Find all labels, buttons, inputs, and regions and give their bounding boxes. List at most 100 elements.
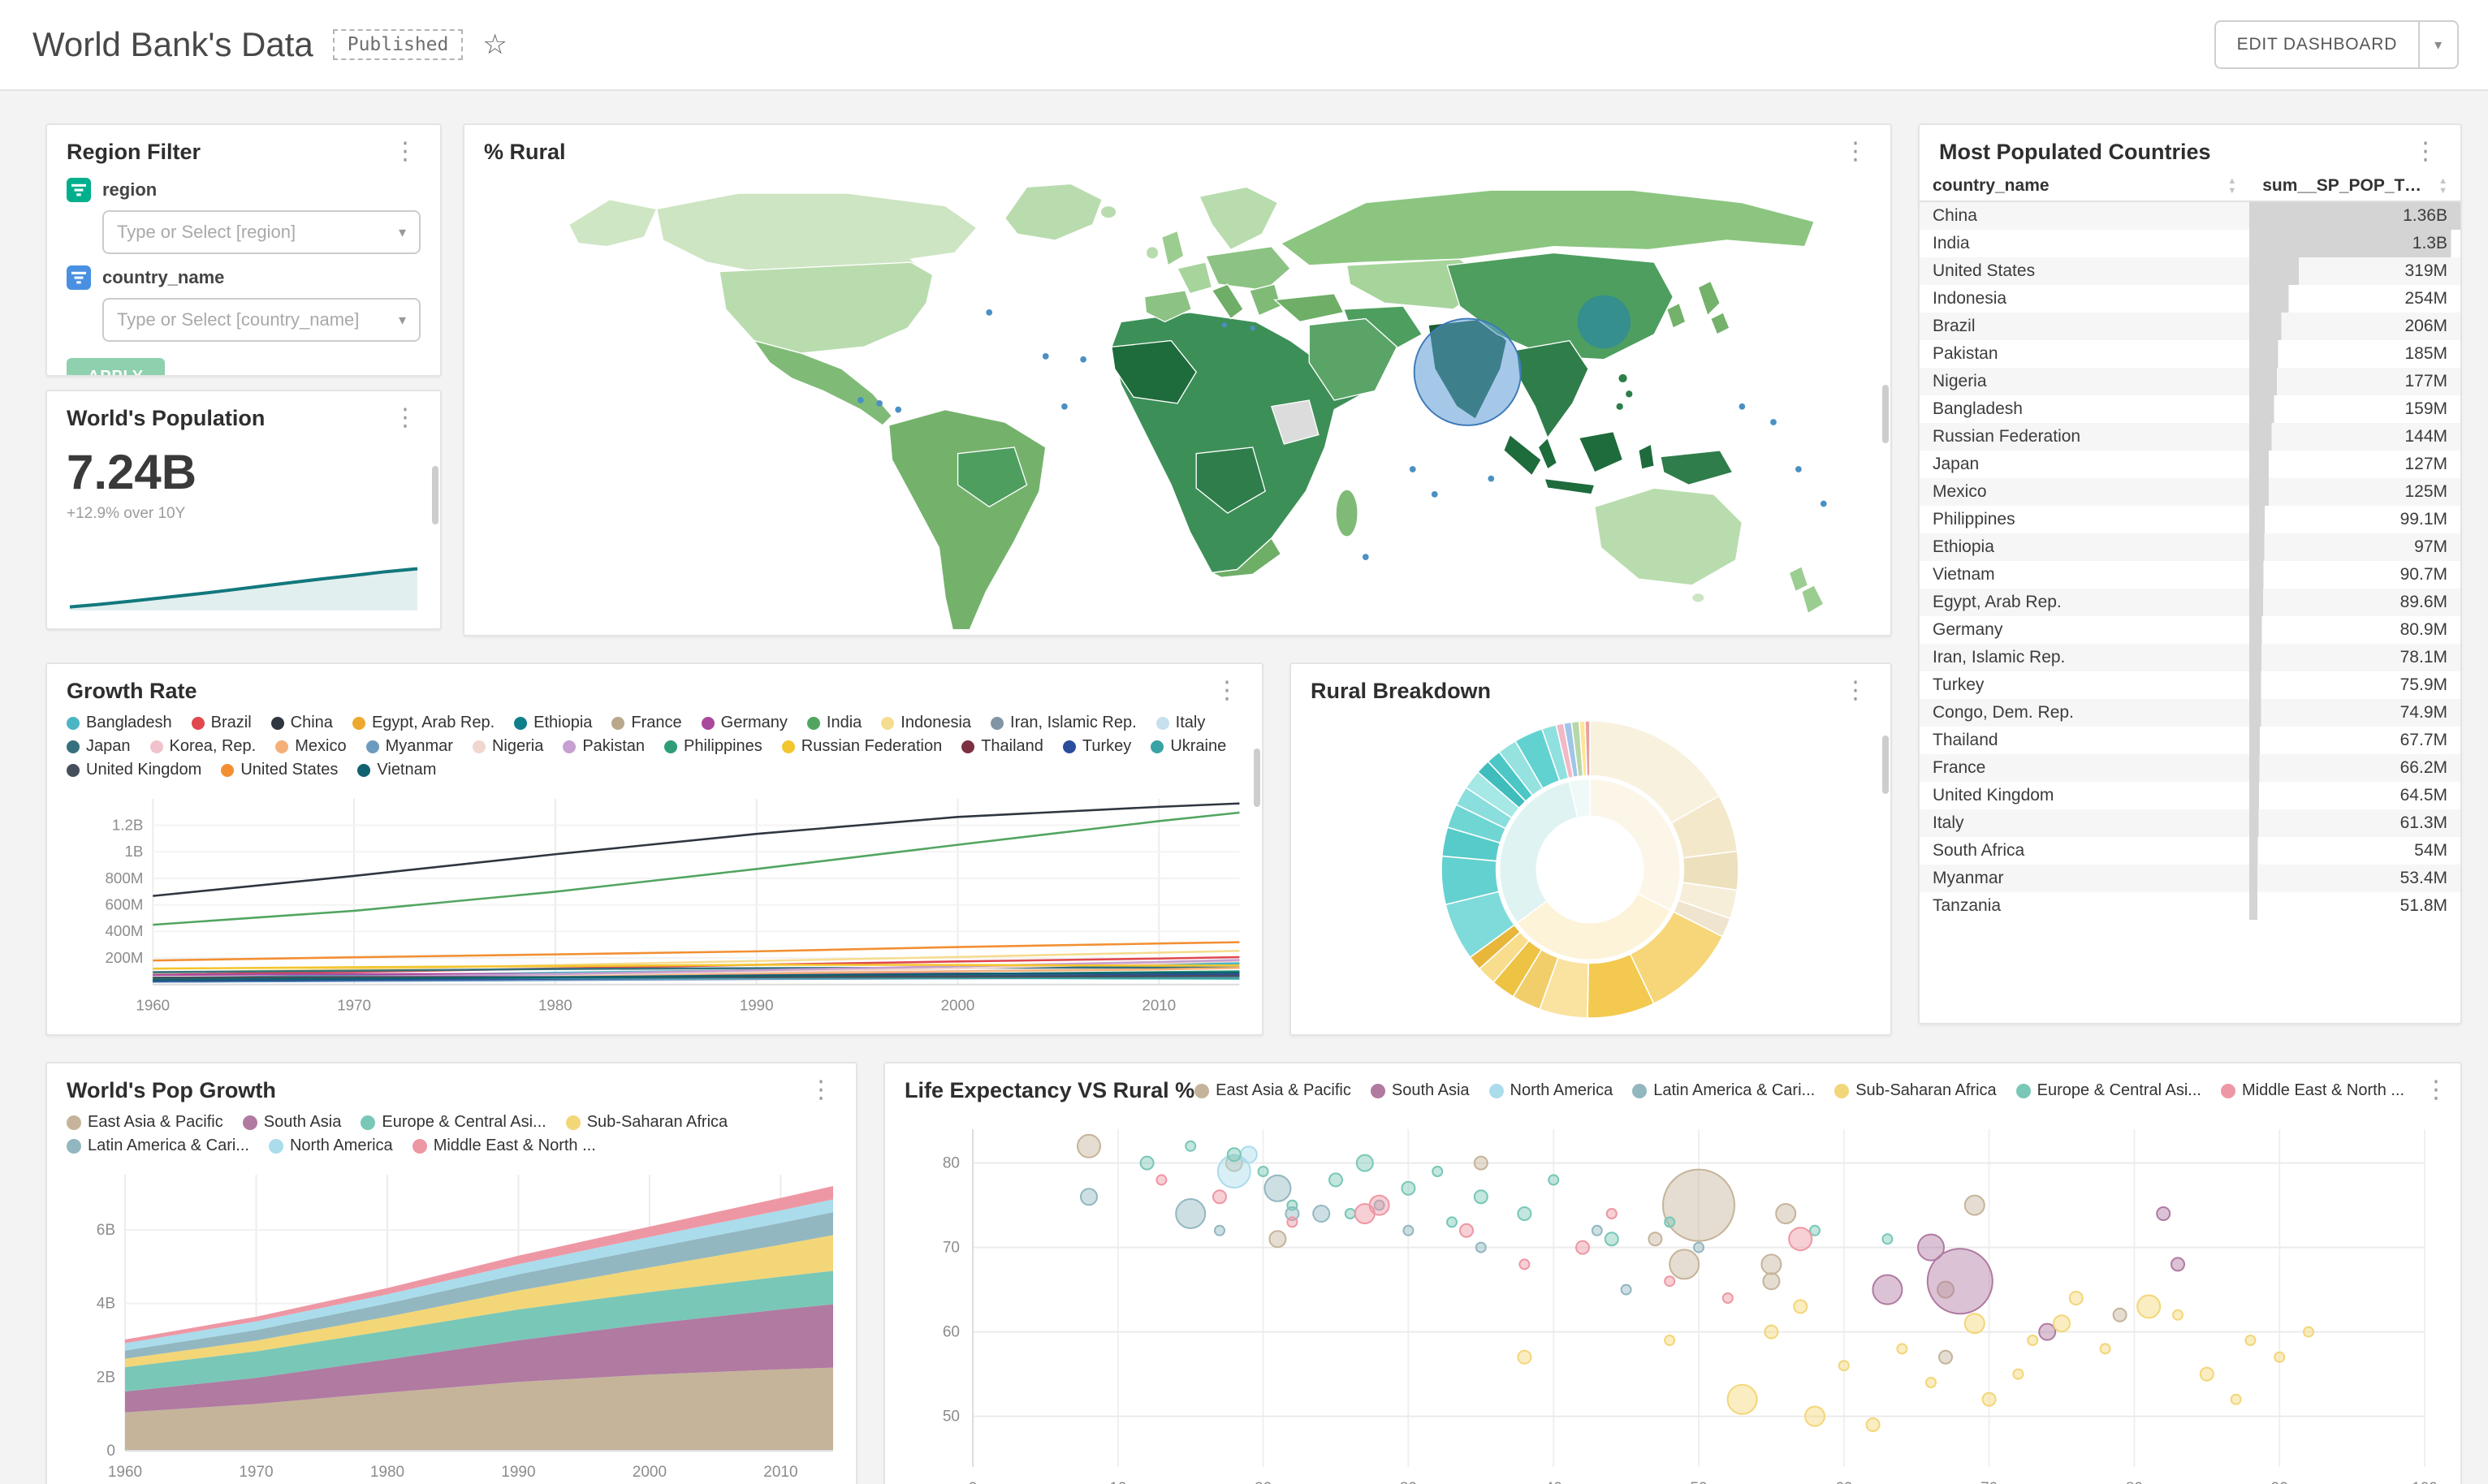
kebab-menu-icon[interactable]: ⋮ [1843, 677, 1868, 704]
legend-item[interactable]: China [270, 714, 333, 732]
kebab-menu-icon[interactable]: ⋮ [393, 138, 417, 165]
table-row[interactable]: Russian Federation 144M [1920, 423, 2460, 451]
favorite-star-icon[interactable]: ☆ [482, 29, 508, 60]
legend-item[interactable]: South Asia [242, 1113, 341, 1132]
scrollbar-thumb[interactable] [1254, 748, 1260, 807]
scrollbar-thumb[interactable] [1882, 736, 1889, 794]
continent-south-america[interactable] [888, 408, 1047, 629]
table-row[interactable]: Thailand 67.7M [1920, 727, 2460, 755]
table-row[interactable]: United Kingdom 64.5M [1920, 782, 2460, 810]
table-row[interactable]: Pakistan 185M [1920, 340, 2460, 369]
kebab-menu-icon[interactable]: ⋮ [393, 404, 417, 431]
legend-item[interactable]: South Asia [1370, 1081, 1470, 1100]
continent-north-america[interactable] [568, 183, 1104, 426]
kebab-menu-icon[interactable]: ⋮ [2424, 1076, 2449, 1103]
legend-item[interactable]: East Asia & Pacific [67, 1113, 223, 1132]
table-row[interactable]: Brazil 206M [1920, 313, 2460, 341]
table-row[interactable]: Iran, Islamic Rep. 78.1M [1920, 644, 2460, 672]
table-row[interactable]: Vietnam 90.7M [1920, 561, 2460, 589]
table-row[interactable]: Turkey 75.9M [1920, 671, 2460, 700]
legend-item[interactable]: Middle East & North ... [2220, 1081, 2404, 1100]
table-row[interactable]: Ethiopia 97M [1920, 533, 2460, 562]
legend-item[interactable]: Thailand [961, 737, 1043, 756]
legend-item[interactable]: Turkey [1062, 737, 1131, 756]
region-select-input[interactable]: Type or Select [region] ▾ [102, 210, 421, 254]
legend-item[interactable]: Latin America & Cari... [67, 1137, 249, 1155]
table-row[interactable]: Indonesia 254M [1920, 285, 2460, 313]
continent-africa[interactable] [1111, 312, 1364, 578]
legend-item[interactable]: Mexico [275, 737, 347, 756]
table-row[interactable]: Philippines 99.1M [1920, 506, 2460, 534]
legend-item[interactable]: North America [1488, 1081, 1613, 1100]
table-row[interactable]: Nigeria 177M [1920, 368, 2460, 396]
legend-item[interactable]: Sub-Saharan Africa [1834, 1081, 1997, 1100]
legend-item[interactable]: Middle East & North ... [412, 1137, 596, 1155]
scrollbar-thumb[interactable] [432, 466, 438, 524]
table-row[interactable]: Germany 80.9M [1920, 616, 2460, 645]
legend-item[interactable]: Philippines [664, 737, 762, 756]
pop-growth-chart[interactable]: 1960 1970 1980 1990 2000 2010 0 2B 4B 6B [54, 1165, 853, 1484]
table-row[interactable]: South Africa 54M [1920, 837, 2460, 865]
table-row[interactable]: Mexico 125M [1920, 478, 2460, 507]
population-sparkline[interactable] [67, 557, 421, 612]
legend-item[interactable]: East Asia & Pacific [1194, 1081, 1351, 1100]
table-row[interactable]: China 1.36B [1920, 201, 2460, 231]
legend-item[interactable]: India [806, 714, 862, 732]
legend-item[interactable]: Ukraine [1151, 737, 1226, 756]
legend-item[interactable]: France [611, 714, 682, 732]
legend-item[interactable]: Indonesia [881, 714, 971, 732]
table-row[interactable]: India 1.3B [1920, 230, 2460, 258]
column-header-population[interactable]: sum__SP_POP_TOTL ▲ ▼ [2249, 171, 2460, 203]
rural-breakdown-chart[interactable] [1291, 710, 1890, 1029]
legend-item[interactable]: Japan [67, 737, 131, 756]
table-row[interactable]: France 66.2M [1920, 754, 2460, 783]
table-row[interactable]: Japan 127M [1920, 451, 2460, 479]
column-header-country[interactable]: country_name ▲ ▼ [1920, 171, 2250, 203]
legend-item[interactable]: Sub-Saharan Africa [565, 1113, 728, 1132]
table-row[interactable]: United States 319M [1920, 257, 2460, 286]
scrollbar-thumb[interactable] [1882, 385, 1889, 443]
legend-item[interactable]: North America [268, 1137, 393, 1155]
legend-item[interactable]: Latin America & Cari... [1632, 1081, 1815, 1100]
table-row[interactable]: Myanmar 53.4M [1920, 865, 2460, 893]
legend-item[interactable]: Iran, Islamic Rep. [991, 714, 1137, 732]
legend-item[interactable]: Germany [701, 714, 788, 732]
country-select-input[interactable]: Type or Select [country_name] ▾ [102, 298, 421, 342]
legend-item[interactable]: Korea, Rep. [149, 737, 256, 756]
life-expectancy-chart[interactable]: 0 10 20 30 40 50 60 70 80 90 100 50 60 70 80 [901, 1113, 2441, 1484]
apply-button[interactable]: APPLY [67, 358, 165, 375]
svg-text:1990: 1990 [740, 996, 774, 1013]
legend-item[interactable]: Europe & Central Asi... [361, 1113, 546, 1132]
legend-item[interactable]: Italy [1155, 714, 1205, 732]
legend-item[interactable]: Russian Federation [781, 737, 942, 756]
table-row[interactable]: Italy 61.3M [1920, 809, 2460, 838]
table-row[interactable]: Congo, Dem. Rep. 74.9M [1920, 699, 2460, 727]
growth-rate-chart[interactable]: 1960 1970 1980 1990 2000 2010 200M 400M 600M 800M… [54, 786, 1259, 1029]
legend-item[interactable]: Europe & Central Asi... [2015, 1081, 2201, 1100]
continent-europe[interactable] [1099, 186, 1292, 323]
table-row[interactable]: Bangladesh 159M [1920, 395, 2460, 424]
legend-item[interactable]: Ethiopia [514, 714, 592, 732]
legend-item[interactable]: United Kingdom [67, 761, 201, 779]
kebab-menu-icon[interactable]: ⋮ [1843, 138, 1868, 165]
table-row[interactable]: Tanzania 51.8M [1920, 892, 2460, 921]
map-bubbles[interactable] [857, 295, 1827, 561]
kebab-menu-icon[interactable]: ⋮ [2413, 138, 2438, 165]
edit-dashboard-button[interactable]: EDIT DASHBOARD [2214, 20, 2421, 69]
published-badge[interactable]: Published [332, 29, 464, 60]
legend-item[interactable]: Nigeria [472, 737, 543, 756]
table-row[interactable]: Egypt, Arab Rep. 89.6M [1920, 589, 2460, 617]
kebab-menu-icon[interactable]: ⋮ [809, 1076, 833, 1103]
legend-item[interactable]: Myanmar [365, 737, 453, 756]
legend-item[interactable]: United States [221, 761, 338, 779]
legend-item[interactable]: Brazil [191, 714, 252, 732]
legend-item[interactable]: Egypt, Arab Rep. [352, 714, 495, 732]
world-map[interactable] [464, 171, 1890, 629]
legend-item[interactable]: Pakistan [563, 737, 645, 756]
continent-asia[interactable] [1273, 189, 1816, 495]
legend-item[interactable]: Vietnam [357, 761, 436, 779]
legend-item[interactable]: Bangladesh [67, 714, 172, 732]
kebab-menu-icon[interactable]: ⋮ [1215, 677, 1239, 704]
continent-oceania[interactable] [1594, 487, 1825, 615]
edit-menu-caret-button[interactable]: ▾ [2420, 20, 2459, 69]
